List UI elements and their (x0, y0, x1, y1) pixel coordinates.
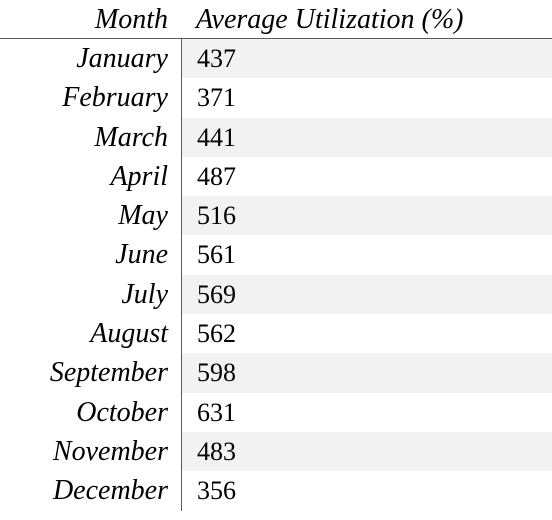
table-row: May 516 (0, 196, 552, 236)
utilization-value-cell: 516 (197, 201, 236, 231)
month-cell: September (49, 357, 168, 389)
row-shading-band (182, 274, 552, 315)
row-shading-band (182, 393, 552, 432)
table-row: April 487 (0, 157, 552, 196)
utilization-value-cell: 487 (197, 161, 236, 191)
row-shading-band (182, 314, 552, 353)
utilization-value-cell: 569 (197, 279, 236, 309)
table-body: January 437 February 371 March 441 April 487 May… (0, 39, 552, 511)
utilization-value-cell: 561 (197, 240, 236, 270)
table-row: March 441 (0, 117, 552, 157)
row-shading-band (182, 471, 552, 510)
month-cell: April (110, 160, 168, 192)
table-row: July 569 (0, 274, 552, 315)
utilization-value-cell: 356 (197, 476, 236, 506)
table-row: September 598 (0, 353, 552, 393)
table-row: June 561 (0, 235, 552, 274)
month-cell: July (121, 278, 168, 310)
column-header-average-utilization: Average Utilization (%) (196, 4, 464, 35)
table-row: January 437 (0, 39, 552, 79)
month-cell: June (115, 239, 168, 271)
table-row: November 483 (0, 431, 552, 472)
utilization-value-cell: 441 (197, 122, 236, 152)
utilization-value-cell: 562 (197, 319, 236, 349)
month-cell: October (76, 396, 168, 428)
table-row: October 631 (0, 393, 552, 432)
row-shading-band (182, 39, 552, 79)
row-shading-band (182, 78, 552, 117)
month-cell: February (62, 82, 168, 114)
utilization-value-cell: 598 (197, 358, 236, 388)
row-shading-band (182, 196, 552, 236)
table-header-row: Month Average Utilization (%) (0, 0, 552, 39)
table-row: December 356 (0, 471, 552, 510)
utilization-value-cell: 437 (197, 44, 236, 73)
row-shading-band (182, 117, 552, 157)
column-header-month: Month (94, 4, 168, 35)
table-row: February 371 (0, 78, 552, 117)
row-shading-band (182, 431, 552, 472)
utilization-value-cell: 631 (197, 397, 236, 427)
row-shading-band (182, 235, 552, 274)
utilization-value-cell: 371 (197, 83, 236, 113)
utilization-value-cell: 483 (197, 436, 236, 466)
row-shading-band (182, 353, 552, 393)
month-cell: May (118, 200, 168, 232)
month-cell: December (52, 475, 168, 507)
column-divider (181, 39, 182, 511)
month-cell: November (52, 435, 168, 467)
month-cell: August (90, 318, 168, 350)
table-row: August 562 (0, 314, 552, 353)
month-cell: January (76, 43, 168, 74)
row-shading-band (182, 157, 552, 196)
month-cell: March (94, 121, 168, 153)
